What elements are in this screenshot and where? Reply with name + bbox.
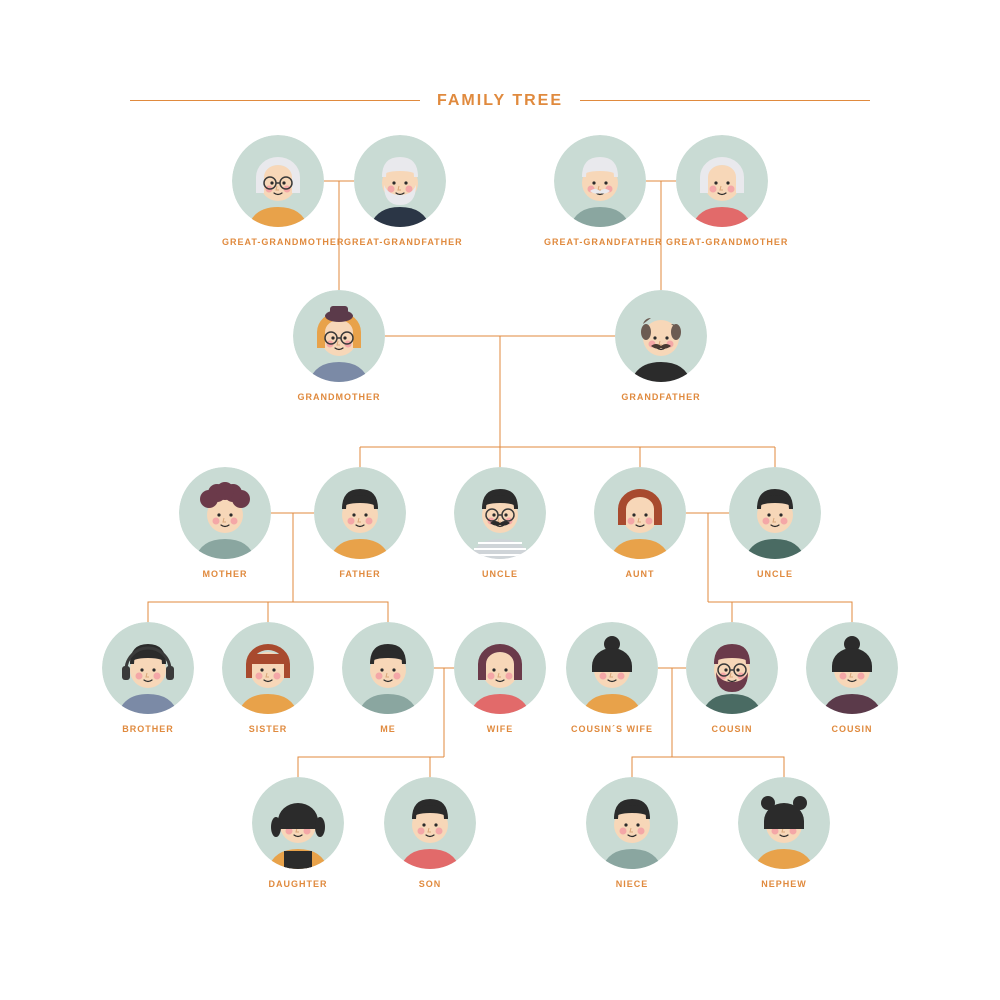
- node-father: FATHER: [304, 467, 416, 579]
- node-label: GRANDFATHER: [605, 392, 717, 402]
- avatar: [454, 622, 546, 714]
- node-cousin1: COUSIN: [676, 622, 788, 734]
- node-label: COUSIN: [796, 724, 908, 734]
- avatar: [252, 777, 344, 869]
- node-label: GRANDMOTHER: [283, 392, 395, 402]
- node-uncle2: UNCLE: [719, 467, 831, 579]
- avatar: [676, 135, 768, 227]
- node-gf: GRANDFATHER: [605, 290, 717, 402]
- avatar: [314, 467, 406, 559]
- title-rule-left: [130, 100, 420, 101]
- node-nephew: NEPHEW: [728, 777, 840, 889]
- node-aunt: AUNT: [584, 467, 696, 579]
- node-label: WIFE: [444, 724, 556, 734]
- node-ggm2: GREAT-GRANDMOTHER: [666, 135, 778, 247]
- node-brother: BROTHER: [92, 622, 204, 734]
- node-niece: NIECE: [576, 777, 688, 889]
- node-label: SISTER: [212, 724, 324, 734]
- node-label: NEPHEW: [728, 879, 840, 889]
- node-son: SON: [374, 777, 486, 889]
- node-label: ME: [332, 724, 444, 734]
- node-me: ME: [332, 622, 444, 734]
- title-rule-right: [580, 100, 870, 101]
- avatar: [354, 135, 446, 227]
- node-label: GREAT-GRANDFATHER: [544, 237, 656, 247]
- node-mother: MOTHER: [169, 467, 281, 579]
- avatar: [102, 622, 194, 714]
- node-ggf2: GREAT-GRANDFATHER: [544, 135, 656, 247]
- node-label: GREAT-GRANDMOTHER: [222, 237, 334, 247]
- avatar: [293, 290, 385, 382]
- avatar: [586, 777, 678, 869]
- node-label: MOTHER: [169, 569, 281, 579]
- node-label: DAUGHTER: [242, 879, 354, 889]
- node-label: COUSIN´S WIFE: [556, 724, 668, 734]
- avatar: [454, 467, 546, 559]
- node-daughter: DAUGHTER: [242, 777, 354, 889]
- node-label: UNCLE: [444, 569, 556, 579]
- avatar: [615, 290, 707, 382]
- node-label: COUSIN: [676, 724, 788, 734]
- avatar: [806, 622, 898, 714]
- diagram-title: FAMILY TREE: [0, 92, 1000, 110]
- node-label: FATHER: [304, 569, 416, 579]
- node-cousin2: COUSIN: [796, 622, 908, 734]
- title-text: FAMILY TREE: [437, 92, 563, 109]
- avatar: [179, 467, 271, 559]
- avatar: [738, 777, 830, 869]
- node-label: AUNT: [584, 569, 696, 579]
- node-label: GREAT-GRANDFATHER: [344, 237, 456, 247]
- avatar: [729, 467, 821, 559]
- avatar: [686, 622, 778, 714]
- node-label: UNCLE: [719, 569, 831, 579]
- avatar: [554, 135, 646, 227]
- node-label: SON: [374, 879, 486, 889]
- node-ggm1: GREAT-GRANDMOTHER: [222, 135, 334, 247]
- node-uncle1: UNCLE: [444, 467, 556, 579]
- node-ggf1: GREAT-GRANDFATHER: [344, 135, 456, 247]
- node-wife: WIFE: [444, 622, 556, 734]
- avatar: [222, 622, 314, 714]
- avatar: [384, 777, 476, 869]
- avatar: [594, 467, 686, 559]
- avatar: [566, 622, 658, 714]
- node-cwife: COUSIN´S WIFE: [556, 622, 668, 734]
- avatar: [342, 622, 434, 714]
- node-label: GREAT-GRANDMOTHER: [666, 237, 778, 247]
- node-sister: SISTER: [212, 622, 324, 734]
- family-tree-diagram: FAMILY TREE GREAT-GRANDMOTHER GREAT-GRAN…: [0, 0, 1000, 1000]
- node-gm: GRANDMOTHER: [283, 290, 395, 402]
- node-label: BROTHER: [92, 724, 204, 734]
- avatar: [232, 135, 324, 227]
- node-label: NIECE: [576, 879, 688, 889]
